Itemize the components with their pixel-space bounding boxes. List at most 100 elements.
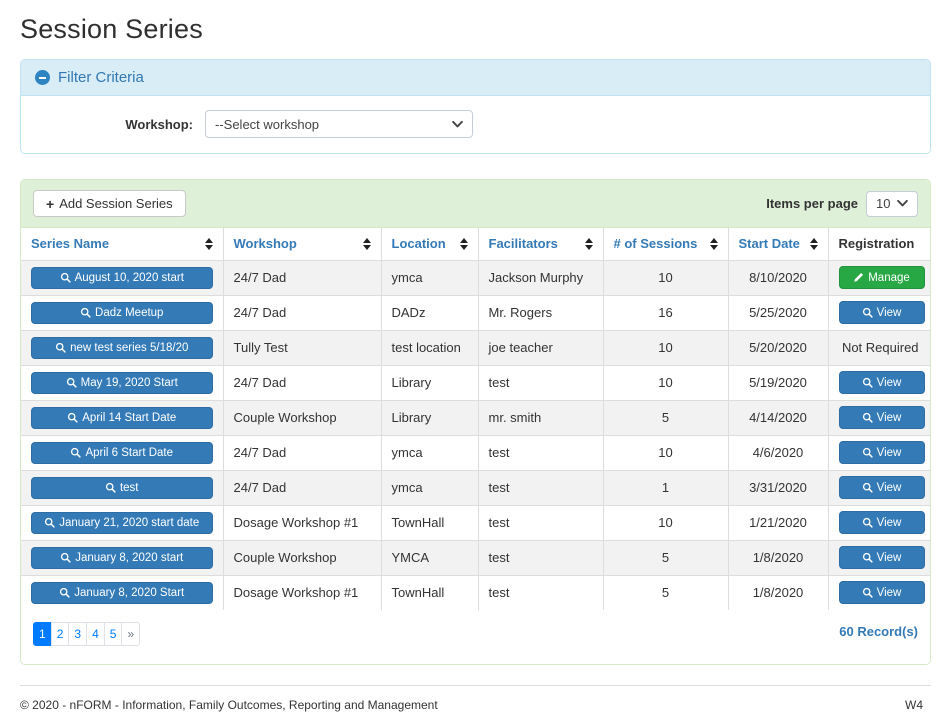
pagination-page-button[interactable]: 3 [68, 622, 88, 646]
series-name-button[interactable]: January 8, 2020 start [31, 546, 213, 569]
registration-cell: Not Required [827, 329, 930, 366]
sort-icon[interactable] [809, 237, 818, 250]
manage-button[interactable]: Manage [838, 266, 925, 289]
series-name-button[interactable]: test [31, 476, 213, 499]
table-row: test 24/7 Dad ymca test 1 3/31/2020 View [21, 469, 930, 506]
view-button[interactable]: View [838, 511, 925, 534]
facilitators-cell: test [477, 469, 604, 506]
search-icon [105, 482, 116, 493]
workshop-cell: 24/7 Dad [222, 364, 382, 401]
search-icon [862, 412, 873, 423]
start-date-cell: 1/8/2020 [727, 539, 829, 576]
view-button[interactable]: View [838, 581, 925, 605]
registration-text: Not Required [841, 340, 919, 355]
facilitators-cell: mr. smith [477, 399, 604, 436]
column-header[interactable]: Workshop [222, 227, 382, 261]
workshop-cell: Dosage Workshop #1 [222, 504, 382, 541]
facilitators-cell: joe teacher [477, 329, 604, 366]
facilitators-cell: Jackson Murphy [477, 259, 604, 296]
facilitators-cell: test [477, 574, 604, 611]
sessions-cell: 5 [602, 539, 729, 576]
facilitators-cell: test [477, 504, 604, 541]
sort-icon[interactable] [584, 237, 593, 250]
view-label: View [876, 551, 902, 564]
column-header[interactable]: Facilitators [477, 227, 604, 261]
table-row: April 14 Start Date Couple Workshop Libr… [21, 399, 930, 436]
pagination-page-button[interactable]: 4 [86, 622, 105, 646]
view-label: View [876, 481, 902, 494]
table-row: Dadz Meetup 24/7 Dad DADz Mr. Rogers 16 … [21, 294, 930, 331]
items-per-page-select[interactable]: 10 [866, 190, 918, 217]
sessions-cell: 10 [602, 364, 729, 401]
location-cell: Library [380, 399, 479, 436]
table-header-row: Series Name Workshop Location Facilitato… [21, 227, 930, 261]
search-icon [66, 377, 77, 388]
series-name-button[interactable]: May 19, 2020 Start [31, 371, 213, 394]
pagination-page-button[interactable]: 1 [33, 622, 52, 646]
pagination-next-button[interactable]: » [121, 622, 141, 646]
collapse-minus-icon[interactable] [35, 70, 50, 85]
sort-icon[interactable] [362, 237, 371, 250]
filter-criteria-panel: Filter Criteria Workshop: --Select works… [20, 59, 931, 154]
series-name-button[interactable]: August 10, 2020 start [31, 266, 213, 289]
pagination-page-button[interactable]: 2 [50, 622, 70, 646]
workshop-label: Workshop: [125, 116, 193, 132]
series-name-cell: April 6 Start Date [21, 434, 224, 471]
pagination-page-button[interactable]: 5 [103, 622, 123, 646]
series-name-button[interactable]: Dadz Meetup [31, 301, 213, 324]
table-row: May 19, 2020 Start 24/7 Dad Library test… [21, 364, 930, 401]
items-per-page: Items per page 10 [766, 190, 918, 217]
view-button[interactable]: View [838, 371, 925, 394]
series-name-cell: August 10, 2020 start [21, 259, 224, 296]
start-date-cell: 4/6/2020 [727, 434, 829, 471]
series-name-label: August 10, 2020 start [74, 271, 184, 284]
registration-cell: View [827, 294, 930, 331]
filter-criteria-header[interactable]: Filter Criteria [21, 60, 930, 96]
sessions-cell: 10 [602, 259, 729, 296]
view-button[interactable]: View [838, 406, 925, 429]
series-name-label: April 6 Start Date [85, 446, 174, 459]
sort-icon[interactable] [459, 237, 468, 250]
sessions-cell: 5 [602, 399, 729, 436]
items-per-page-value: 10 [876, 196, 891, 211]
view-button[interactable]: View [838, 441, 925, 464]
series-name-label: Dadz Meetup [95, 306, 164, 319]
workshop-cell: 24/7 Dad [222, 294, 382, 331]
start-date-cell: 1/8/2020 [727, 574, 829, 611]
column-header[interactable]: # of Sessions [602, 227, 729, 261]
search-icon [61, 552, 71, 563]
environment-label: W4 [905, 698, 923, 712]
registration-cell: View [827, 574, 930, 611]
column-label: Registration [838, 236, 915, 252]
table-footer: 1 2 3 4 5» 60 Record(s) [21, 610, 930, 664]
workshop-cell: Couple Workshop [222, 539, 382, 576]
series-name-button[interactable]: January 8, 2020 Start [31, 581, 213, 604]
view-button[interactable]: View [838, 546, 925, 569]
view-button[interactable]: View [838, 301, 925, 324]
workshop-cell: Tully Test [222, 329, 382, 366]
series-name-button[interactable]: new test series 5/18/20 [31, 336, 213, 359]
registration-cell: View [827, 504, 930, 541]
column-header[interactable]: Start Date [727, 227, 829, 261]
workshop-cell: Couple Workshop [222, 399, 382, 436]
series-name-button[interactable]: April 6 Start Date [31, 441, 213, 464]
series-name-label: January 21, 2020 start date [59, 516, 200, 529]
search-icon [862, 377, 873, 388]
search-icon [862, 447, 873, 458]
sessions-cell: 5 [602, 574, 729, 611]
column-header[interactable]: Series Name [21, 227, 224, 261]
series-name-button[interactable]: April 14 Start Date [31, 406, 213, 429]
workshop-select[interactable]: --Select workshop [205, 110, 473, 138]
chevron-down-icon [452, 120, 463, 127]
location-cell: ymca [380, 434, 479, 471]
location-cell: TownHall [380, 504, 479, 541]
sort-icon[interactable] [709, 237, 718, 250]
view-button[interactable]: View [838, 476, 925, 499]
series-name-button[interactable]: January 21, 2020 start date [31, 511, 213, 534]
series-name-cell: May 19, 2020 Start [21, 364, 224, 401]
sort-icon[interactable] [204, 237, 213, 250]
add-session-series-button[interactable]: + Add Session Series [33, 190, 186, 217]
column-header[interactable]: Location [380, 227, 479, 261]
location-cell: DADz [380, 294, 479, 331]
filter-criteria-body: Workshop: --Select workshop [21, 96, 930, 153]
